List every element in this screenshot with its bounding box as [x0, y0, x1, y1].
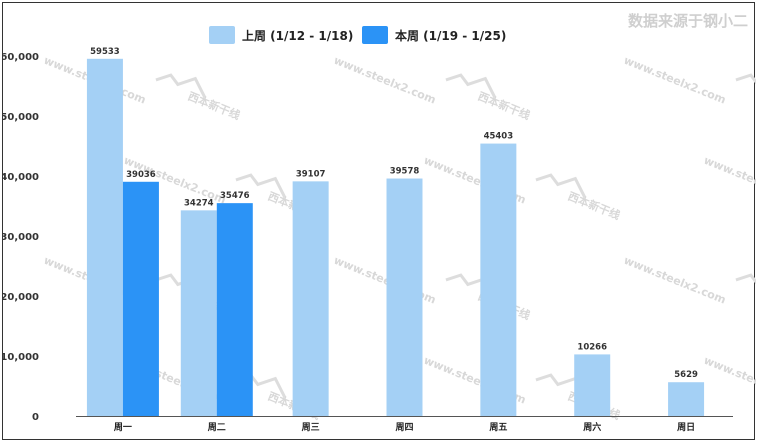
y-tick-label: 10,000: [3, 352, 39, 363]
watermark-logo: 西本新干线: [735, 273, 756, 299]
x-category-label: 周一: [114, 422, 132, 433]
y-tick-label: 60,000: [3, 52, 39, 63]
watermark-logo-text: 西本新干线: [186, 89, 242, 123]
watermark-url: www.steelx2.com: [622, 54, 728, 107]
watermark-mountain-icon: [735, 273, 756, 299]
bar-last-week: [292, 181, 329, 416]
bar-value-label: 34274: [184, 198, 214, 208]
watermark-url: www.steelx2.com: [702, 354, 756, 407]
legend-label-this-week: 本周 (1/19 - 1/25): [395, 28, 506, 43]
x-category-label: 周日: [677, 422, 695, 433]
x-category-label: 周三: [302, 422, 320, 433]
legend-swatch-last-week: [209, 26, 235, 44]
bar-last-week: [86, 58, 123, 416]
bar-last-week: [386, 178, 423, 416]
y-tick-label: 20,000: [3, 292, 39, 303]
watermark-mountain-icon: [445, 73, 497, 99]
watermark-mountain-icon: [535, 173, 587, 199]
watermark-logo-text: 西本新干线: [476, 89, 532, 123]
x-category-label: 周五: [489, 422, 507, 433]
watermark-logo: 西本新干线: [535, 173, 622, 223]
watermark-logo: 西本新干线: [155, 73, 242, 123]
watermark-logo: 西本新干线: [735, 73, 756, 99]
x-category-label: 周六: [583, 421, 601, 433]
watermark-url: www.steelx2.com: [332, 54, 438, 107]
axis-layer: 0 10,000 20,000 30,000 40,000 50,000 60,000 周一 周…: [3, 52, 733, 433]
bar-last-week: [180, 210, 217, 416]
bar-value-label: 59533: [90, 47, 120, 57]
legend-swatch-this-week: [362, 26, 388, 44]
legend: 上周 (1/12 - 1/18) 本周 (1/19 - 1/25): [209, 26, 506, 44]
chart-frame: www.steelx2.com西本新干线www.steelx2.com西本新干线…: [2, 2, 756, 440]
watermark-logo: 西本新干线: [445, 73, 532, 123]
source-note: 数据来源于钢小二: [628, 12, 748, 30]
bar-last-week: [574, 354, 611, 416]
y-tick-label: 0: [32, 412, 39, 423]
x-category-label: 周二: [208, 422, 226, 433]
bar-this-week: [122, 181, 159, 416]
bar-value-label: 39036: [126, 170, 156, 180]
bar-value-label: 45403: [484, 132, 514, 142]
legend-label-last-week: 上周 (1/12 - 1/18): [242, 28, 353, 43]
watermark-mountain-icon: [735, 73, 756, 99]
watermark-mountain-icon: [235, 173, 287, 199]
bar-value-label: 39578: [390, 167, 420, 177]
y-tick-label: 50,000: [3, 112, 39, 123]
bar-value-label: 39107: [296, 169, 326, 179]
bar-last-week: [668, 382, 705, 416]
bar-value-label: 5629: [674, 370, 698, 380]
watermark-mountain-icon: [155, 73, 207, 99]
y-tick-label: 40,000: [3, 172, 39, 183]
bar-last-week: [480, 143, 517, 416]
bar-this-week: [216, 203, 253, 416]
bar-chart: www.steelx2.com西本新干线www.steelx2.com西本新干线…: [3, 12, 756, 433]
bar-value-label: 10266: [577, 342, 607, 352]
watermark-logo-text: 西本新干线: [566, 189, 622, 223]
y-tick-label: 30,000: [3, 232, 39, 243]
watermark-url: www.steelx2.com: [702, 154, 756, 207]
bars-layer: 59533 39036 34274 35476 39107 39578 45403 10266…: [86, 47, 705, 416]
bar-value-label: 35476: [220, 191, 250, 201]
x-category-label: 周四: [395, 422, 413, 433]
watermark-url: www.steelx2.com: [622, 254, 728, 307]
